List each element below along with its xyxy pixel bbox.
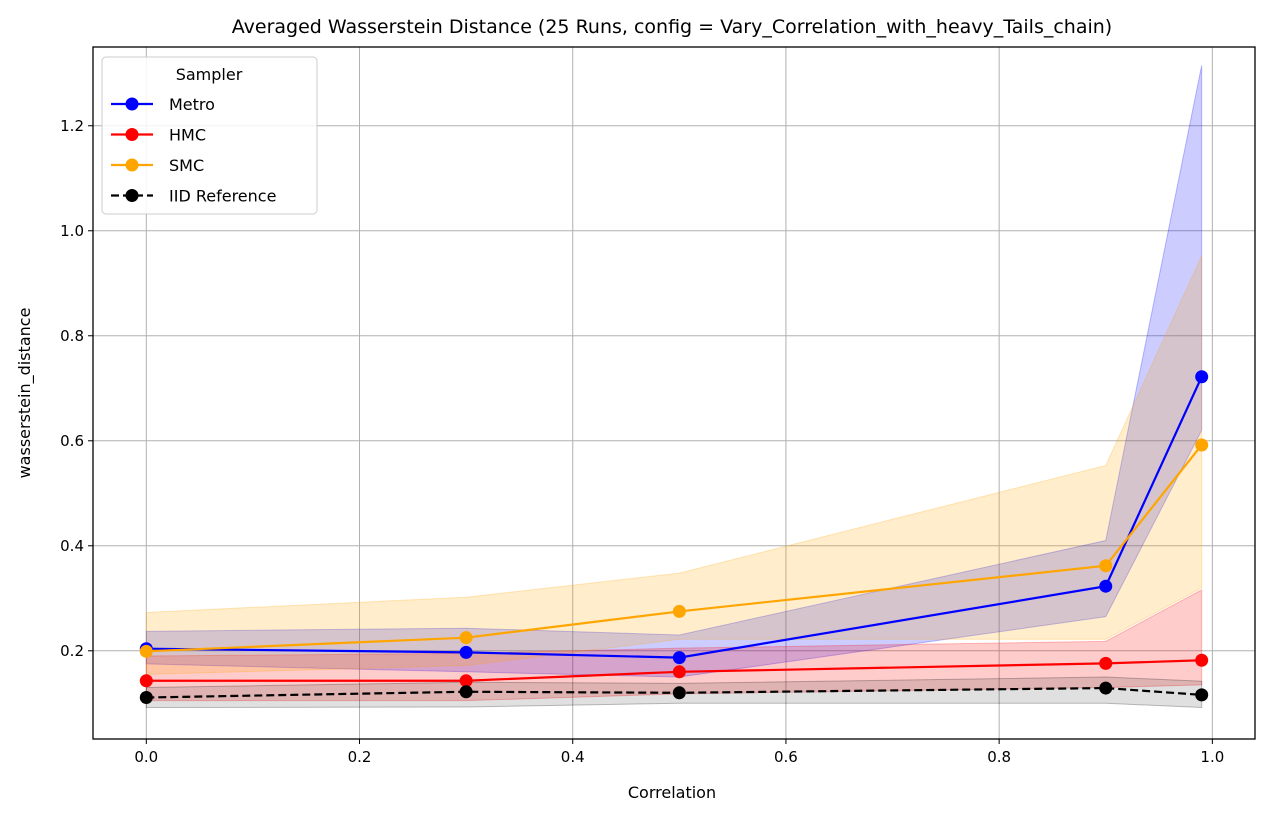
plot-frame — [92, 46, 1256, 740]
y-tick-label: 0.8 — [60, 327, 84, 345]
marker-hmc — [139, 674, 153, 688]
legend-marker-iid-reference — [125, 189, 139, 202]
legend-title: Sampler — [176, 65, 243, 84]
y-tick-label: 0.4 — [60, 537, 84, 555]
marker-smc — [139, 644, 153, 658]
legend-marker-smc — [125, 158, 139, 172]
legend-marker-hmc — [125, 128, 139, 141]
marker-hmc — [1099, 656, 1113, 670]
band-hmc — [145, 589, 1203, 702]
x-tick-label: 1.0 — [1200, 748, 1224, 766]
x-tick-label: 0.6 — [774, 748, 798, 766]
series-markers — [139, 370, 1209, 705]
marker-hmc — [1195, 653, 1209, 667]
band-smc — [145, 255, 1203, 675]
marker-iid-reference — [1195, 688, 1209, 702]
marker-smc — [672, 604, 686, 618]
marker-hmc — [459, 674, 473, 688]
marker-smc — [1195, 438, 1209, 452]
legend-marker-metro — [125, 97, 139, 111]
marker-smc — [459, 631, 473, 645]
y-tick-label: 0.2 — [60, 642, 84, 660]
grid — [93, 47, 1255, 739]
x-tick-label: 0.0 — [134, 748, 158, 766]
marker-iid-reference — [459, 685, 473, 699]
x-tick-label: 0.8 — [987, 748, 1011, 766]
y-axis-label: wasserstein_distance — [15, 308, 35, 479]
marker-hmc — [672, 665, 686, 679]
x-tick-label: 0.4 — [561, 748, 585, 766]
y-axis-ticks: 0.2 0.4 0.6 0.8 1.0 1.2 — [60, 117, 93, 660]
legend-label-metro: Metro — [169, 95, 215, 114]
legend-box — [101, 56, 318, 215]
marker-metro — [1099, 579, 1113, 593]
x-axis-label: Correlation — [628, 783, 716, 802]
marker-metro — [459, 645, 473, 659]
marker-iid-reference — [672, 686, 686, 700]
marker-iid-reference — [1099, 681, 1113, 695]
marker-iid-reference — [139, 691, 153, 705]
y-tick-label: 1.0 — [60, 222, 84, 240]
marker-metro — [672, 651, 686, 665]
band-metro — [145, 65, 1203, 678]
x-axis-ticks: 0.0 0.2 0.4 0.6 0.8 1.0 — [134, 739, 1224, 766]
legend-label-hmc: HMC — [169, 126, 206, 145]
legend-label-iid-reference: IID Reference — [169, 187, 276, 206]
chart-title: Averaged Wasserstein Distance (25 Runs, … — [232, 16, 1112, 38]
legend-label-smc: SMC — [169, 156, 204, 175]
y-tick-label: 0.6 — [60, 432, 84, 450]
legend: Sampler Metro HMC SMC IID Reference — [101, 56, 318, 215]
marker-metro — [1195, 370, 1209, 384]
legend-entries: Metro HMC SMC IID Reference — [111, 95, 276, 206]
marker-smc — [1099, 559, 1113, 573]
y-tick-label: 1.2 — [60, 117, 84, 135]
x-tick-label: 0.2 — [348, 748, 372, 766]
